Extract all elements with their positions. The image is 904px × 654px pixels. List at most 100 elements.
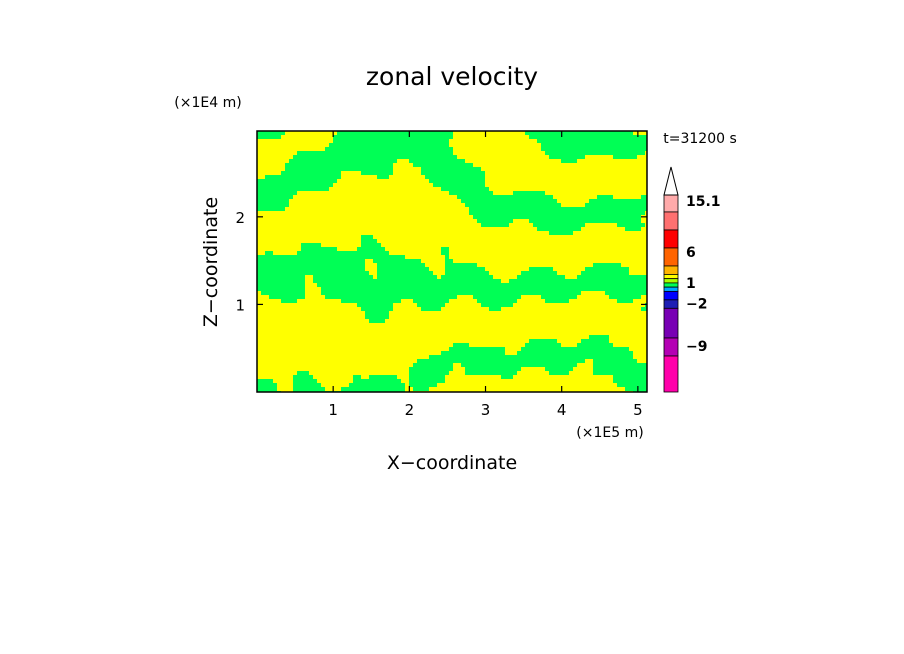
y-tick-label: 2: [235, 209, 245, 227]
field-band: [353, 375, 361, 379]
colorbar-label: −2: [686, 296, 707, 312]
x-tick-label: 5: [633, 401, 643, 419]
field-band: [593, 371, 647, 375]
field-band: [529, 219, 641, 223]
field-band: [533, 223, 585, 227]
field-band: [329, 143, 449, 147]
field-band: [333, 139, 449, 143]
field-band: [545, 367, 573, 371]
colorbar-level: [663, 194, 679, 213]
field-band: [589, 335, 609, 339]
field-band: [337, 131, 453, 135]
colorbar-label: −9: [686, 339, 707, 355]
field-band: [293, 155, 457, 159]
field-band: [297, 371, 309, 375]
field-band: [501, 375, 513, 379]
field-band: [429, 179, 485, 183]
y-axis-label: Z−coordinate: [200, 197, 222, 327]
field-band: [257, 199, 289, 203]
field-band: [301, 247, 337, 251]
field-band: [537, 227, 581, 231]
field-band: [549, 371, 569, 375]
field-band: [365, 311, 389, 315]
y-axis: 12: [235, 209, 647, 314]
field-band: [265, 175, 341, 179]
field-band: [585, 203, 647, 207]
field-band: [465, 371, 517, 375]
field-band: [489, 307, 501, 311]
colorbar-level: [663, 355, 679, 393]
field-band: [257, 191, 297, 195]
field-band: [257, 195, 293, 199]
field-band: [529, 267, 553, 271]
field-band: [545, 151, 645, 155]
field-band: [585, 267, 629, 271]
field-band: [473, 215, 641, 219]
field-band: [361, 243, 381, 247]
field-band: [361, 171, 393, 175]
field-band: [609, 295, 641, 299]
field-band: [605, 291, 647, 295]
field-band: [365, 315, 389, 319]
field-band: [377, 263, 425, 267]
field-band: [429, 355, 633, 359]
field-band: [361, 235, 373, 239]
field-band: [461, 199, 557, 203]
colorbar-level: [663, 211, 679, 231]
field-band: [257, 379, 273, 383]
field-band: [561, 159, 577, 163]
field-band: [321, 291, 581, 295]
field-band: [441, 351, 505, 355]
field-band: [377, 275, 437, 279]
field-band: [593, 359, 637, 363]
field-band: [445, 255, 449, 259]
field-band: [357, 303, 393, 307]
field-band: [421, 167, 481, 171]
field-band: [549, 231, 573, 235]
field-band: [293, 387, 325, 391]
field-band: [545, 299, 569, 303]
y-tick-label: 1: [235, 296, 245, 314]
velocity-field: [257, 131, 647, 392]
field-band: [409, 159, 465, 163]
field-band: [593, 367, 647, 371]
x-tick-label: 2: [405, 401, 415, 419]
field-band: [357, 247, 385, 251]
y-unit-label: (×1E4 m): [174, 95, 241, 111]
field-band: [469, 207, 647, 211]
field-band: [641, 307, 647, 311]
field-band: [473, 295, 521, 299]
field-band: [257, 203, 289, 207]
field-band: [445, 259, 453, 263]
field-band: [257, 259, 365, 263]
field-band: [517, 351, 633, 355]
x-axis-label: X−coordinate: [387, 452, 517, 474]
field-band: [369, 375, 397, 379]
colorbar-level: [663, 307, 679, 339]
field-band: [377, 175, 389, 179]
field-band: [285, 163, 393, 167]
field-band: [409, 367, 453, 371]
field-band: [521, 347, 629, 351]
x-tick-label: 1: [328, 401, 338, 419]
field-band: [445, 267, 485, 271]
field-band: [257, 267, 365, 271]
field-band: [257, 187, 329, 191]
field-band: [269, 295, 305, 299]
field-band: [529, 135, 647, 139]
field-band: [597, 195, 613, 199]
field-band: [613, 155, 637, 159]
field-band: [445, 271, 489, 275]
field-band: [257, 255, 405, 259]
field-band: [293, 383, 321, 387]
field-band: [325, 295, 457, 299]
field-band: [433, 183, 485, 187]
field-band: [421, 307, 441, 311]
field-band: [285, 167, 393, 171]
field-band: [617, 383, 647, 387]
field-band: [353, 379, 401, 383]
field-band: [613, 375, 647, 379]
field-band: [413, 363, 453, 367]
field-band: [441, 275, 493, 279]
